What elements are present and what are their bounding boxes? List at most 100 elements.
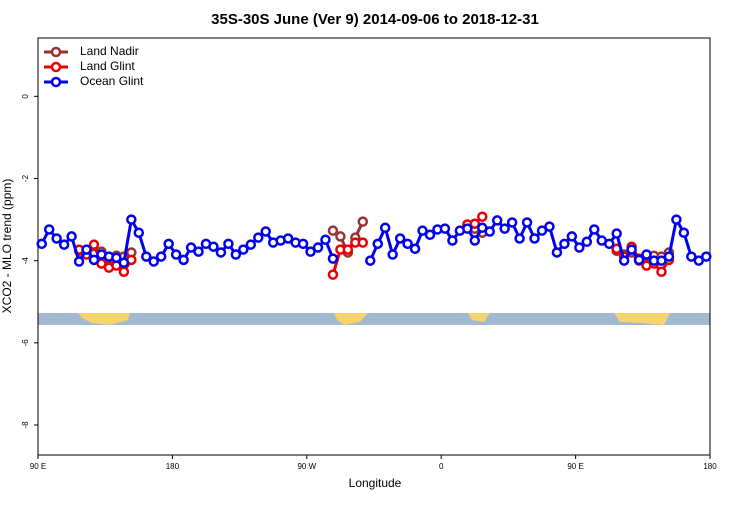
data-point [656, 266, 667, 278]
data-point [693, 255, 705, 266]
data-point [163, 238, 174, 250]
data-point [581, 236, 593, 248]
y-tick-label: -8 [21, 421, 30, 429]
data-point [126, 214, 137, 225]
data-point [342, 244, 354, 255]
data-point [208, 241, 219, 252]
data-point [335, 231, 346, 242]
chart-title: 35S-30S June (Ver 9) 2014-09-06 to 2018-… [211, 11, 539, 28]
data-point [141, 251, 152, 262]
x-tick-label: 90 E [30, 462, 46, 471]
data-point [185, 242, 197, 253]
data-point [484, 226, 495, 237]
land-shape [468, 313, 490, 322]
data-point [148, 256, 159, 267]
data-point [424, 229, 436, 241]
land-shape [614, 313, 670, 325]
data-point [491, 215, 503, 226]
data-point [462, 223, 473, 234]
data-point [36, 238, 47, 250]
y-tick-label: -4 [21, 257, 30, 265]
data-point [514, 233, 525, 244]
data-point [178, 254, 189, 266]
x-tick-label: 90 W [297, 462, 316, 471]
data-point [469, 218, 481, 229]
data-point [671, 214, 682, 225]
data-point [469, 235, 481, 246]
data-point [626, 244, 637, 255]
data-point [118, 266, 130, 278]
data-point [417, 225, 428, 236]
data-point [611, 228, 622, 239]
legend-marker [50, 61, 62, 73]
data-point [559, 238, 570, 250]
data-point [656, 255, 667, 266]
land-shape [78, 313, 130, 325]
data-point [245, 239, 257, 250]
data-point [477, 211, 488, 222]
data-point [618, 255, 630, 266]
data-point [521, 217, 533, 228]
data-point [402, 238, 413, 250]
data-point [66, 231, 77, 242]
data-point [589, 224, 600, 235]
data-point [641, 249, 652, 260]
data-point [312, 242, 324, 253]
data-point [686, 251, 697, 262]
data-point [253, 232, 264, 243]
data-point [387, 249, 398, 260]
data-point [447, 235, 458, 246]
data-point [320, 234, 331, 245]
y-tick-label: -6 [21, 339, 30, 347]
map-strip [38, 313, 710, 325]
data-point [499, 223, 510, 234]
data-point [230, 249, 242, 260]
y-tick-label: -2 [21, 174, 30, 182]
data-point [327, 253, 339, 264]
data-point [51, 233, 62, 244]
data-point [574, 242, 585, 253]
data-point [58, 239, 70, 250]
data-point [409, 243, 421, 255]
y-axis-label: XCO2 - MLO trend (ppm) [0, 179, 14, 314]
ocean-strip [38, 313, 710, 325]
data-point [701, 251, 712, 262]
data-point [155, 251, 167, 262]
data-point [111, 252, 122, 264]
data-point [357, 237, 369, 248]
data-point [603, 238, 615, 250]
data-point [88, 239, 100, 250]
data-point [223, 238, 234, 250]
data-point [43, 224, 55, 235]
x-tick-label: 90 E [567, 462, 583, 471]
data-point [678, 227, 690, 238]
x-tick-label: 0 [439, 462, 444, 471]
legend-marker [50, 76, 62, 88]
data-point [81, 244, 92, 255]
data-point [282, 233, 294, 244]
legend-marker [50, 46, 62, 58]
data-point [551, 247, 563, 258]
data-point [238, 244, 249, 255]
data-point [260, 226, 271, 237]
data-point [566, 231, 578, 242]
data-point [88, 254, 100, 266]
data-point [394, 233, 406, 244]
data-point [365, 255, 376, 266]
data-point [379, 222, 391, 234]
data-point [305, 246, 316, 257]
data-point [327, 225, 339, 236]
legend-label: Ocean Glint [80, 74, 144, 88]
land-shape [334, 313, 368, 325]
data-point [297, 238, 309, 250]
data-point [633, 254, 645, 266]
data-point [215, 247, 227, 258]
data-point [73, 256, 85, 267]
data-point [327, 269, 339, 280]
data-point [536, 225, 548, 236]
x-tick-label: 180 [166, 462, 180, 471]
data-point [544, 221, 555, 232]
legend-label: Land Glint [80, 59, 135, 73]
